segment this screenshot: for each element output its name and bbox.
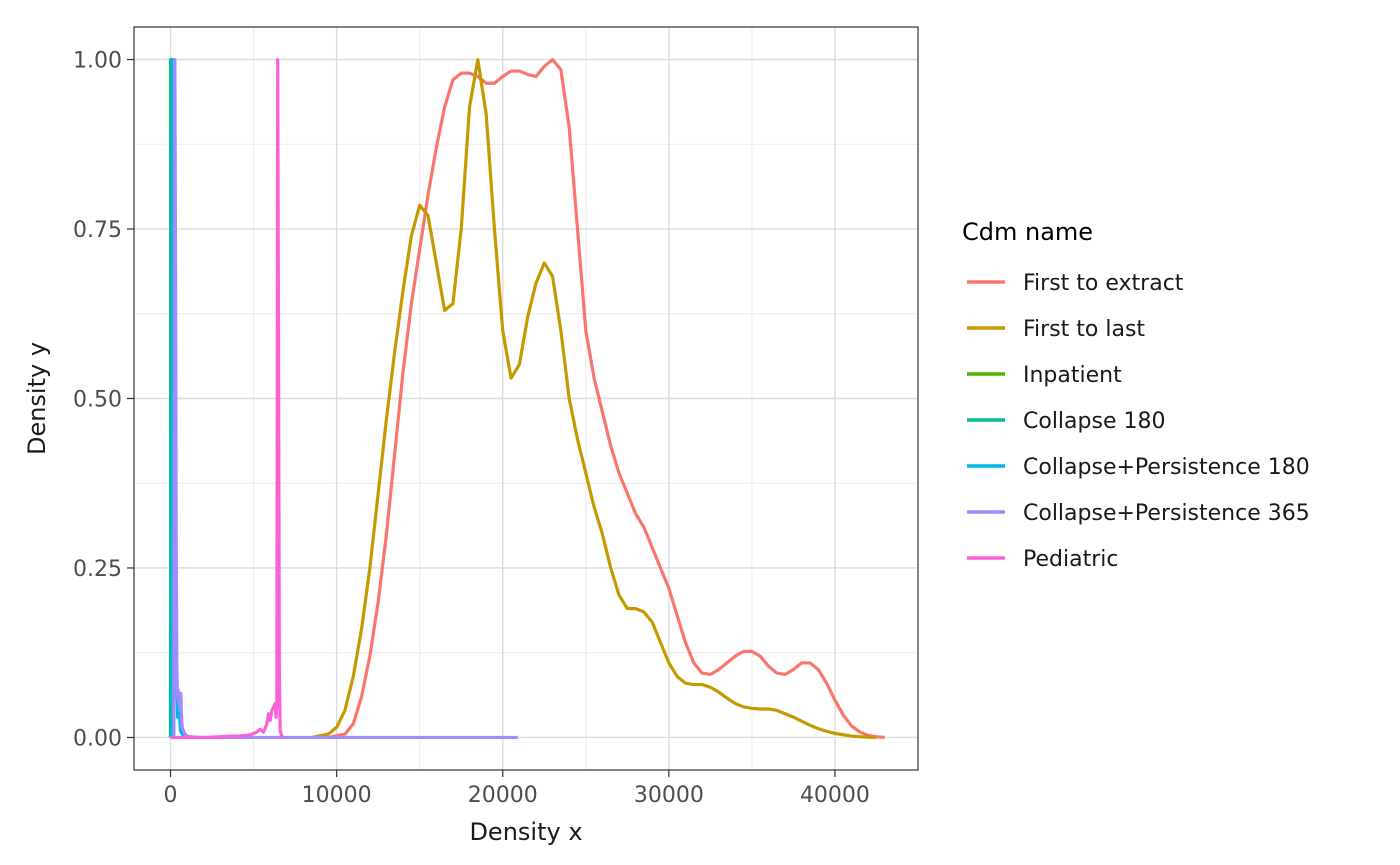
y-tick-label: 0.50 (73, 388, 122, 413)
x-tick-label: 0 (164, 783, 178, 808)
x-axis: 0 10000 20000 30000 40000 (164, 770, 870, 808)
series-line-5 (172, 57, 518, 740)
y-tick-label: 0.75 (73, 218, 122, 243)
series-line-1 (311, 57, 877, 740)
legend-label: First to last (1023, 317, 1145, 342)
legend-label: Inpatient (1023, 363, 1122, 388)
y-axis: 0.00 0.25 0.50 0.75 1.00 (73, 49, 134, 751)
x-tick-label: 20000 (468, 783, 538, 808)
x-axis-title: Density x (469, 818, 582, 846)
legend-title: Cdm name (962, 218, 1093, 246)
y-axis-title: Density y (23, 342, 51, 455)
legend-label: First to extract (1023, 271, 1184, 296)
x-tick-label: 30000 (634, 783, 704, 808)
legend-label: Collapse 180 (1023, 409, 1165, 434)
y-tick-label: 0.00 (73, 726, 122, 751)
x-tick-label: 10000 (302, 783, 372, 808)
legend-label: Pediatric (1023, 547, 1118, 572)
series-line-0 (328, 57, 885, 740)
legend-label: Collapse+Persistence 180 (1023, 455, 1310, 480)
x-tick-label: 40000 (800, 783, 870, 808)
legend-label: Collapse+Persistence 365 (1023, 501, 1310, 526)
y-tick-label: 0.25 (73, 557, 122, 582)
legend: Cdm name First to extract First to last In… (962, 218, 1310, 572)
series-line-6 (170, 57, 285, 740)
series-lines (168, 57, 885, 740)
y-tick-label: 1.00 (73, 49, 122, 74)
